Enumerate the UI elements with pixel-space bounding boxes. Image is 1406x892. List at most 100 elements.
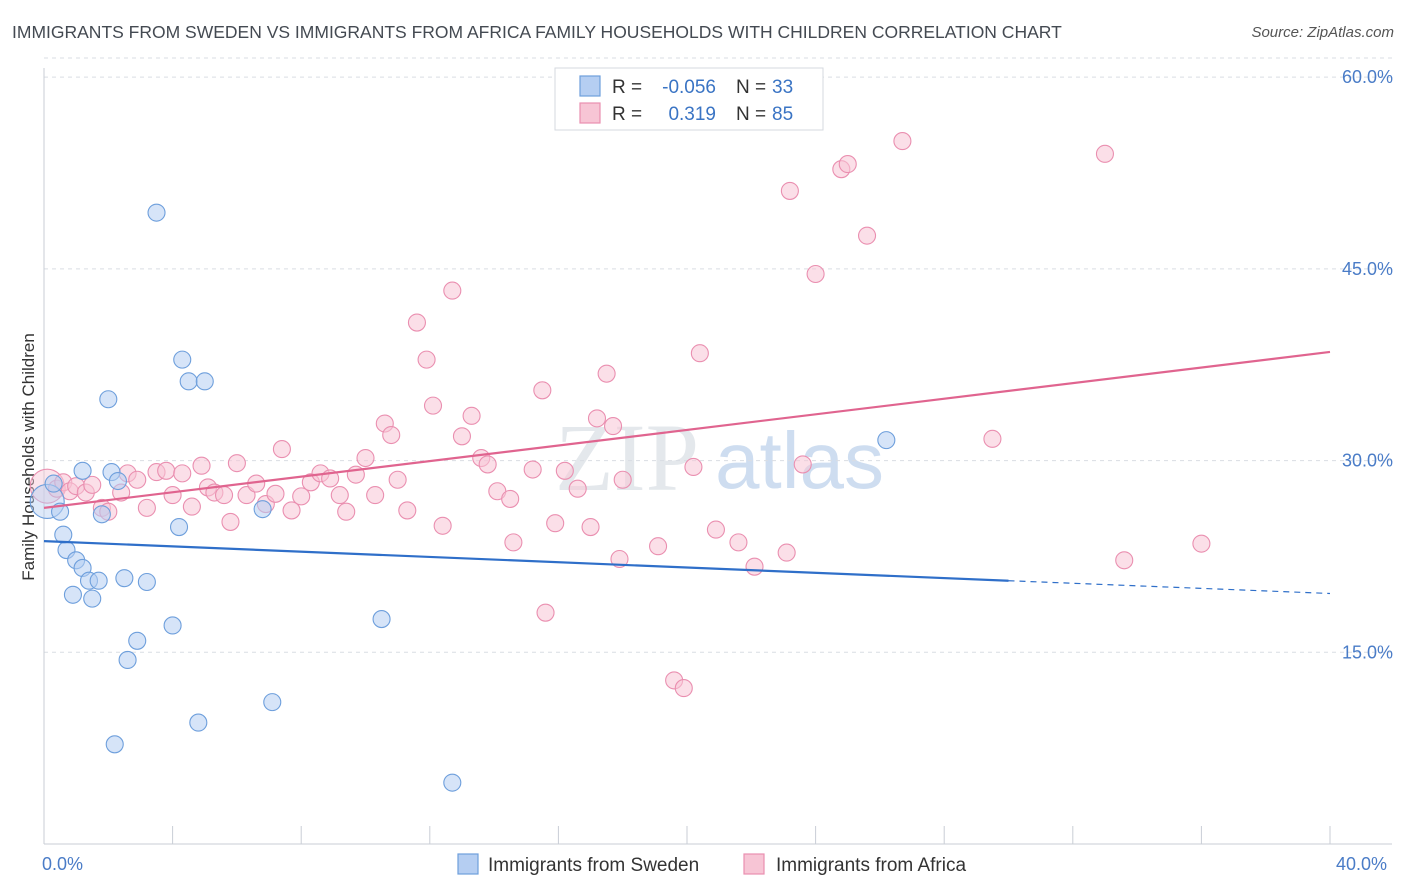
point-africa xyxy=(452,427,472,446)
point-sweden xyxy=(169,517,189,537)
point-sweden xyxy=(118,650,137,670)
point-africa xyxy=(83,475,102,494)
y-tick-label: 45.0% xyxy=(1342,259,1393,279)
point-sweden xyxy=(147,203,166,222)
bottom-legend: Immigrants from Sweden Immigrants from A… xyxy=(457,853,966,876)
point-africa xyxy=(443,281,462,300)
point-africa xyxy=(163,486,182,505)
y-tick-label: 30.0% xyxy=(1342,451,1393,471)
point-africa xyxy=(382,425,401,445)
chart-source: Source: ZipAtlas.com xyxy=(1251,24,1394,41)
point-africa xyxy=(417,350,436,369)
legend-n-label-africa: N = xyxy=(736,104,766,125)
point-africa xyxy=(433,516,452,535)
point-africa xyxy=(983,429,1002,448)
bottom-legend-swatch-africa xyxy=(743,853,765,875)
point-africa xyxy=(604,417,623,436)
point-africa xyxy=(838,155,857,174)
point-africa xyxy=(423,396,443,415)
y-axis-label: Family Households with Children xyxy=(19,333,38,581)
point-africa xyxy=(337,502,356,521)
point-sweden xyxy=(195,372,214,391)
legend-n-value-africa: 85 xyxy=(772,104,793,125)
legend-swatch-africa xyxy=(579,102,601,124)
point-sweden xyxy=(105,735,124,754)
point-africa xyxy=(806,264,825,284)
point-africa xyxy=(546,514,565,533)
point-sweden xyxy=(99,390,118,409)
point-africa xyxy=(581,517,600,537)
point-africa xyxy=(182,497,201,516)
point-africa xyxy=(613,470,632,489)
point-sweden xyxy=(443,773,462,792)
bottom-legend-swatch-sweden xyxy=(457,853,479,875)
trend-line-sweden xyxy=(43,540,1009,582)
point-africa xyxy=(729,533,748,552)
legend-swatch-sweden xyxy=(579,75,601,97)
point-sweden xyxy=(372,610,391,629)
chart-title: IMMIGRANTS FROM SWEDEN VS IMMIGRANTS FRO… xyxy=(12,22,1062,42)
legend: R = -0.056 N = 33 R = 0.319 N = 85 xyxy=(554,67,824,131)
x-tick-label-min: 0.0% xyxy=(42,854,83,874)
x-ticks xyxy=(172,826,1331,844)
point-africa xyxy=(1192,534,1211,553)
legend-r-value-africa: 0.319 xyxy=(668,104,716,125)
x-tick-label-max: 40.0% xyxy=(1336,854,1387,874)
series-sweden-points xyxy=(29,203,896,792)
point-sweden xyxy=(73,461,92,480)
point-africa xyxy=(221,512,240,531)
point-sweden xyxy=(92,505,111,524)
point-africa xyxy=(504,533,523,552)
point-africa xyxy=(684,457,703,477)
trend-line-africa xyxy=(43,350,1331,509)
point-africa xyxy=(214,486,234,505)
point-africa xyxy=(282,501,301,520)
legend-r-value-sweden: -0.056 xyxy=(662,77,716,98)
point-africa xyxy=(1115,551,1134,570)
point-africa xyxy=(330,486,349,505)
point-sweden xyxy=(63,585,82,604)
point-sweden xyxy=(108,471,127,491)
point-africa xyxy=(227,454,246,473)
legend-r-label-sweden: R = xyxy=(612,77,642,98)
point-africa xyxy=(157,461,176,480)
point-sweden xyxy=(115,569,134,588)
point-africa xyxy=(780,181,799,200)
trend-lines xyxy=(43,350,1331,595)
y-tick-label: 15.0% xyxy=(1342,642,1393,662)
point-sweden xyxy=(128,631,147,650)
point-africa xyxy=(266,484,285,503)
point-africa xyxy=(407,313,426,332)
axes xyxy=(43,68,1392,845)
point-africa xyxy=(366,486,385,505)
point-sweden xyxy=(263,693,282,712)
point-africa xyxy=(533,381,552,400)
legend-n-value-sweden: 33 xyxy=(772,77,793,98)
point-africa xyxy=(745,557,764,576)
point-sweden xyxy=(163,616,182,635)
point-africa xyxy=(793,455,812,474)
legend-n-label-sweden: N = xyxy=(736,77,766,98)
point-africa xyxy=(690,344,709,363)
point-africa xyxy=(478,455,497,474)
point-africa xyxy=(568,479,587,498)
series-africa-points xyxy=(29,132,1211,698)
point-sweden xyxy=(253,500,272,519)
point-africa xyxy=(192,456,211,475)
point-africa xyxy=(597,364,616,383)
point-africa xyxy=(610,549,629,569)
point-sweden xyxy=(189,713,208,732)
point-africa xyxy=(398,501,417,520)
point-sweden xyxy=(89,571,108,590)
point-africa xyxy=(356,448,375,468)
trend-line-sweden-extension xyxy=(1008,580,1331,595)
bottom-legend-label-sweden: Immigrants from Sweden xyxy=(488,855,699,876)
point-africa xyxy=(706,520,725,539)
point-africa xyxy=(462,406,481,425)
point-sweden xyxy=(44,474,63,493)
point-africa xyxy=(137,498,156,517)
point-sweden xyxy=(173,350,192,369)
point-africa xyxy=(555,461,574,480)
point-sweden xyxy=(137,572,156,592)
